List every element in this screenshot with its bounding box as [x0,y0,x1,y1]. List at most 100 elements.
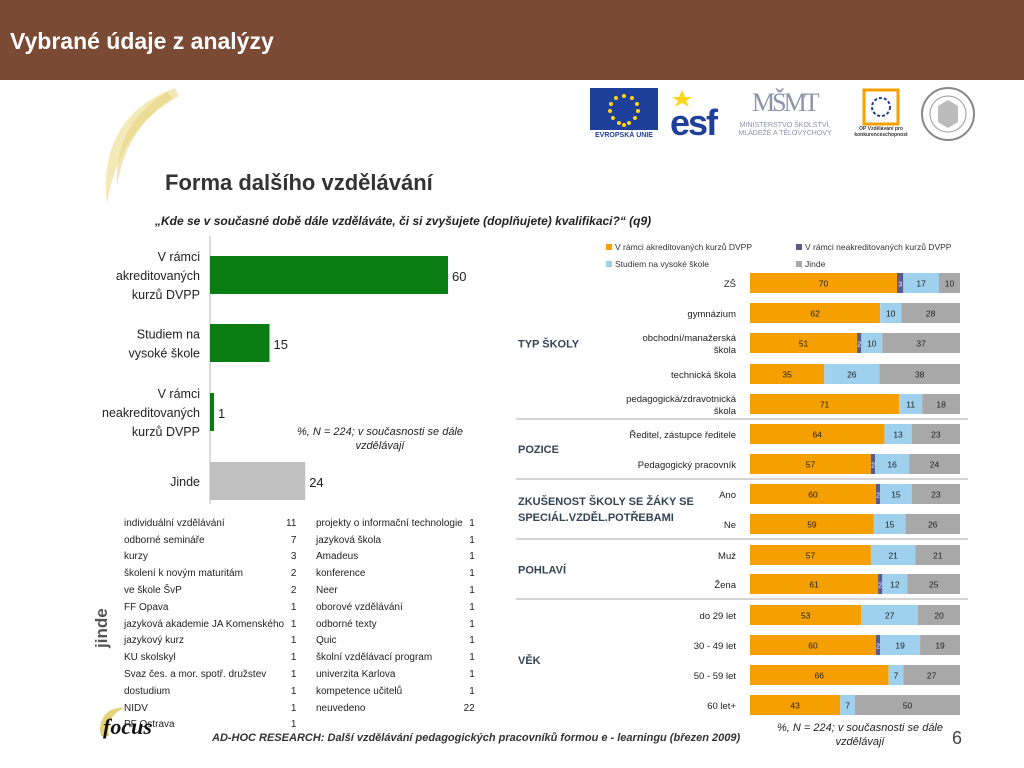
row-label: 50 - 59 let [694,671,737,682]
bar-3 [210,462,306,500]
table-row: NIDV 1 [124,700,300,717]
table-cell-count: 22 [463,702,475,714]
bar-segment [861,333,883,353]
legend-swatch-3 [796,261,802,267]
msmt-logo-mark: MŠMT [752,88,820,117]
sample-note-right: %, N = 224; v současnosti se dále vzdělá… [776,722,943,748]
row-label: Žena [714,580,736,591]
bar-segment [911,484,960,504]
category-label: vysoké škole [128,347,200,361]
table-row: individuální vzdělávání 11 [124,515,300,532]
table-cell-count: 11 [286,517,297,529]
bar-segment [875,454,910,474]
jinde-table-left: individuální vzdělávání 11 odborné seminář… [124,515,300,733]
table-row: ve škole ŠvP 2 [124,582,300,599]
bar-segment [750,364,825,384]
bar-segment [882,333,960,353]
bar-segment [909,454,960,474]
segment-value-label: 25 [929,580,939,590]
table-cell-count: 1 [290,652,297,664]
row-label: škola [714,406,737,417]
table-row: oborové vzdělávání 1 [316,599,479,616]
row-label: gymnázium [687,309,736,320]
segment-value-label: 16 [887,460,897,470]
bar-segment [870,454,876,474]
row-label: Pedagogický pracovník [638,460,736,471]
table-cell-count: 2 [290,568,297,580]
bar-1 [210,324,270,362]
slide-title: Vybrané údaje z analýzy [10,28,274,54]
table-cell-count: 2 [290,585,297,597]
table-cell-count: 1 [469,652,475,664]
segment-value-label: 12 [890,580,900,590]
eu-logo-label: EVROPSKÁ UNIE [590,130,658,142]
table-cell-label: jazyková akademie JA Komenského [124,618,285,630]
title-bar: Vybrané údaje z analýzy [0,0,1024,80]
table-row: školní vzdělávací program 1 [316,649,479,666]
segment-value-label: 11 [906,400,915,410]
bar-segment [876,484,881,504]
table-row: jazyková akademie JA Komenského 1 [124,616,300,633]
table-cell-count: 1 [469,618,475,630]
bar-segment [911,424,960,444]
stacked-bar-chart: V rámci akreditovaných kurzů DVPP V rámci… [516,242,968,715]
main-bar-chart: 60 V rámci akreditovaných kurzů DVPP 15 Studi… [102,236,466,504]
bar-segment [750,484,876,504]
table-cell-label: konference [316,568,366,580]
segment-value-label: 19 [895,641,905,651]
segment-value-label: 13 [893,430,903,440]
category-label: V rámci [158,250,200,264]
segment-value-label: 2 [871,463,875,470]
segment-value-label: 15 [891,490,901,500]
op-logo-icon [862,88,900,126]
bar-segment [903,273,939,293]
bar-segment [915,545,960,565]
table-cell-label: projekty o informační technologie [316,517,463,529]
table-cell-label: individuální vzdělávání [124,517,225,529]
row-label: pedagogická/zdravotnická [626,394,737,405]
jinde-table-title: jinde [92,608,111,648]
row-label: 60 let+ [707,701,736,712]
legend-label: V rámci neakreditovaných kurzů DVPP [805,242,952,252]
bar-segment [870,545,916,565]
segment-value-label: 10 [867,339,877,349]
category-label: Jinde [170,475,200,489]
table-cell-count: 1 [290,618,297,630]
row-label: technická škola [671,370,737,381]
table-cell-label: PF Ostrava [124,719,175,731]
segment-value-label: 21 [888,551,898,561]
legend-label: Studiem na vysoké škole [615,259,709,269]
table-cell-label: Svaz čes. a mor. spotř. družstev [124,669,267,681]
eu-stars-icon [608,94,640,127]
bar-0 [210,256,448,294]
segment-value-label: 23 [931,430,941,440]
table-row: Neer 1 [316,582,479,599]
segment-value-label: 70 [819,279,829,289]
table-cell-label: NIDV [124,702,148,714]
table-row: Amadeus 1 [316,549,479,566]
jinde-table-right: projekty o informační technologie 1 jazyko… [316,515,479,717]
esf-logo-text: esf [670,102,718,143]
bar-segment [840,695,855,715]
bar-value-label: 24 [309,475,323,490]
bar-segment [918,605,960,625]
segment-value-label: 7 [845,701,850,711]
table-cell-count: 1 [290,601,297,613]
table-cell-label: KU skolskyl [124,652,176,664]
bar-segment [903,665,960,685]
row-label: Ano [719,490,736,501]
row-label: Ne [724,520,736,531]
bar-segment [750,635,876,655]
bar-segment [905,514,960,534]
table-row: FF Opava 1 [124,599,300,616]
table-cell-label: Amadeus [316,551,359,563]
segment-value-label: 43 [790,701,800,711]
table-row: Quic 1 [316,633,479,650]
table-cell-label: univerzita Karlova [316,669,396,681]
row-label: obchodní/manažerská [643,333,737,344]
bar-value-label: 1 [218,406,225,421]
bar-segment [878,574,883,594]
bar-2 [210,393,214,431]
bar-segment [920,635,960,655]
chart-title: Forma dalšího vzdělávání [165,170,433,195]
